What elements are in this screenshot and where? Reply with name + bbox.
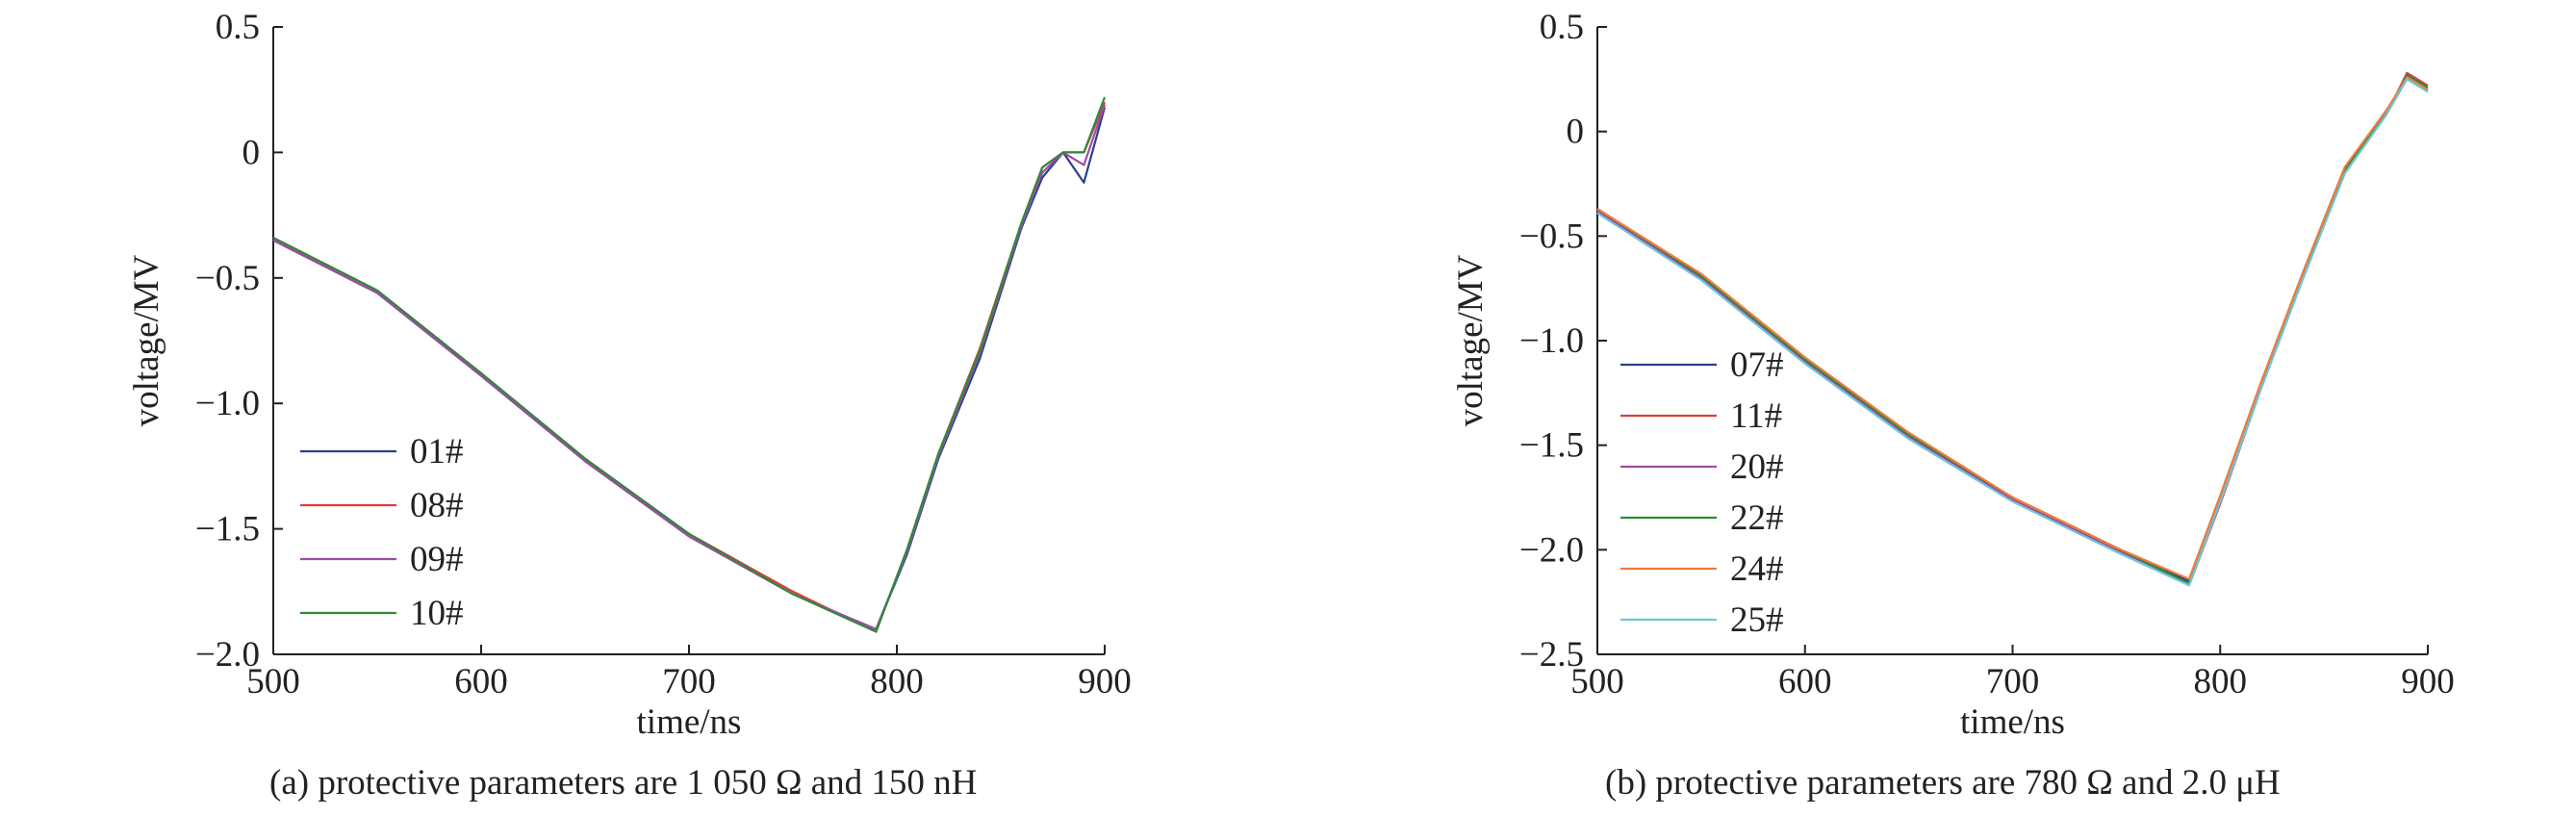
series-line-10 — [272, 96, 1107, 633]
x-tick-label: 800 — [870, 662, 924, 701]
legend-label: 08# — [410, 486, 464, 525]
x-tick-label: 600 — [1778, 662, 1832, 701]
chart-panel-a: 500 600 700 800 900 0.5 0 −0.5 −1.0 −1.5 −2.0 time/… — [0, 0, 1288, 770]
y-axis-title: voltage/MV — [127, 254, 166, 426]
x-tick-label: 700 — [1986, 662, 2040, 701]
y-tick-label: −1.0 — [195, 384, 260, 423]
caption-a: (a) protective parameters are 1 050 Ω an… — [269, 763, 978, 803]
legend-label: 11# — [1730, 396, 1782, 436]
y-tick-label: −1.5 — [1519, 426, 1584, 466]
y-tick-label: −0.5 — [195, 259, 260, 298]
legend-label: 01# — [410, 432, 464, 472]
chart-panel-b: 500 600 700 800 900 0.5 0 −0.5 −1.0 −1.5 −2.0 −2.5 t… — [1288, 0, 2576, 770]
caption-b: (b) protective parameters are 780 Ω and … — [1605, 763, 2281, 803]
y-tick-label: 0 — [242, 133, 261, 172]
legend-label: 24# — [1730, 549, 1784, 589]
legend-label: 09# — [410, 540, 464, 579]
legend-label: 10# — [410, 594, 464, 633]
y-tick-label: 0 — [1567, 113, 1585, 152]
x-axis-title: time/ns — [1960, 702, 2065, 742]
series-line-25 — [1596, 78, 2429, 587]
series-line-09 — [272, 104, 1107, 631]
x-tick-label: 500 — [1570, 662, 1624, 701]
y-tick-label: 0.5 — [216, 8, 260, 47]
legend-label: 25# — [1730, 600, 1784, 640]
x-tick-label: 800 — [2194, 662, 2248, 701]
series-line-24 — [1596, 76, 2429, 580]
x-axis-title: time/ns — [637, 702, 742, 742]
legend-label: 07# — [1730, 345, 1784, 385]
chart-a-svg: 500 600 700 800 900 0.5 0 −0.5 −1.0 −1.5 −2.0 time/… — [127, 8, 1132, 742]
y-tick-label: −1.5 — [195, 510, 260, 549]
x-tick-label: 700 — [662, 662, 716, 701]
legend-label: 20# — [1730, 447, 1784, 487]
y-tick-label: −2.0 — [1519, 530, 1584, 570]
y-tick-label: 0.5 — [1540, 8, 1584, 47]
series-line-07 — [1596, 78, 2429, 583]
legend-label: 22# — [1730, 498, 1784, 538]
x-tick-label: 600 — [454, 662, 508, 701]
x-tick-label: 500 — [246, 662, 300, 701]
x-tick-label: 900 — [2401, 662, 2455, 701]
series-line-08 — [272, 101, 1107, 633]
y-tick-label: −0.5 — [1519, 217, 1584, 256]
y-tick-label: −1.0 — [1519, 321, 1584, 361]
series-line-11 — [1596, 71, 2429, 587]
y-tick-label: −2.5 — [1519, 635, 1584, 675]
series-line-22 — [1596, 73, 2429, 585]
series-line-01 — [272, 107, 1107, 631]
x-tick-label: 900 — [1078, 662, 1132, 701]
series-line-20 — [1596, 76, 2429, 585]
chart-b-svg: 500 600 700 800 900 0.5 0 −0.5 −1.0 −1.5 −2.0 −2.5 t… — [1451, 8, 2455, 742]
y-tick-label: −2.0 — [195, 635, 260, 675]
y-axis-title: voltage/MV — [1451, 254, 1491, 426]
